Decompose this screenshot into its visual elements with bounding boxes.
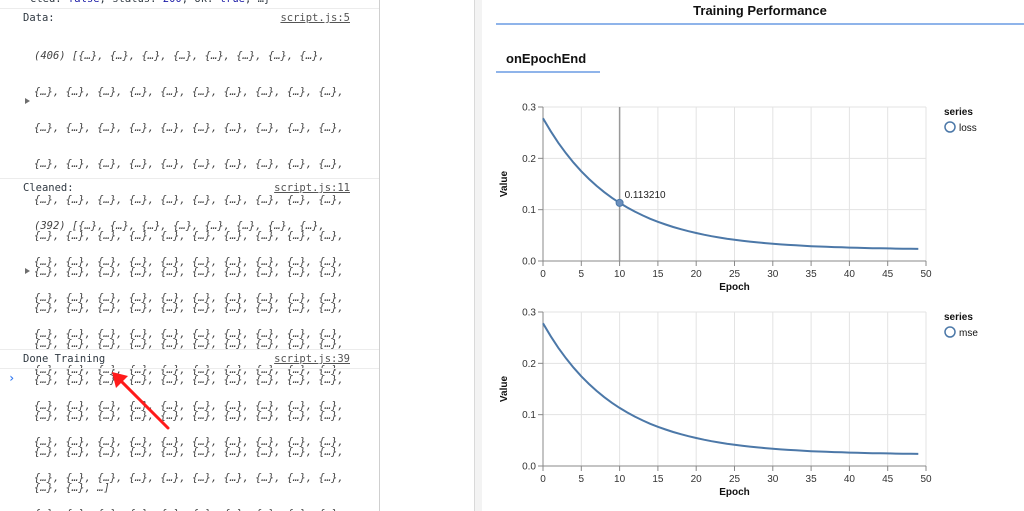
x-tick-label: 0: [540, 269, 546, 280]
console-source-link[interactable]: script.js:11: [274, 182, 350, 194]
x-tick-label: 5: [579, 269, 585, 280]
tab-onEpochEnd[interactable]: onEpochEnd: [496, 49, 600, 73]
visor-border: [474, 0, 475, 511]
x-tick-label: 20: [691, 474, 703, 485]
legend-label-loss[interactable]: loss: [959, 123, 977, 134]
series-line-mse[interactable]: [542, 322, 919, 455]
console-source-link[interactable]: script.js:39: [274, 353, 350, 365]
console-truncated-line: cted: false, status: 200, ok: true, …}: [30, 0, 270, 5]
line-chart-svg[interactable]: 0 5 10 15 20 25 30 35 40 45 50 0.0 0.1 0.2 0.3 Epoch Val…: [482, 303, 1024, 508]
x-tick-label: 25: [729, 474, 741, 485]
x-tick-label: 20: [691, 269, 703, 280]
y-tick-label: 0.0: [522, 257, 536, 268]
x-tick-label: 40: [844, 474, 856, 485]
x-tick-label: 15: [652, 269, 664, 280]
console-prompt-icon[interactable]: ›: [8, 371, 16, 385]
x-tick-label: 30: [767, 269, 779, 280]
chart-loss[interactable]: 0 5 10 15 20 25 30 35 40 45 50 0.0 0.1 0.2 0.3 Epoch Val…: [482, 98, 1024, 303]
console-message-label: Cleaned:: [23, 182, 74, 194]
console-input[interactable]: [20, 370, 375, 386]
x-tick-label: 45: [882, 269, 894, 280]
legend-label-mse[interactable]: mse: [959, 328, 978, 339]
x-tick-label: 30: [767, 474, 779, 485]
console-message-cleaned: Cleaned: script.js:11 (392) [{…}, {…}, {…: [0, 182, 379, 511]
legend-title: series: [944, 312, 973, 323]
y-tick-label: 0.3: [522, 103, 536, 114]
legend-circle-icon[interactable]: [944, 121, 956, 133]
console-array-preview[interactable]: (392) [{…}, {…}, {…}, {…}, {…}, {…}, {…}…: [34, 220, 344, 511]
x-tick-label: 40: [844, 269, 856, 280]
x-tick-label: 50: [920, 269, 932, 280]
hover-point[interactable]: [615, 198, 624, 207]
y-tick-label: 0.1: [522, 410, 536, 421]
tfjs-visor-panel: Training Performance onEpochEnd 0 5 10 15 20…: [482, 0, 1024, 511]
x-tick-label: 35: [806, 474, 818, 485]
console-message-label: Data:: [23, 12, 55, 24]
x-tick-label: 10: [614, 269, 626, 280]
console-row-divider: [0, 178, 379, 179]
x-tick-label: 25: [729, 269, 741, 280]
y-axis-title: Value: [499, 376, 510, 403]
tab-label: onEpochEnd: [506, 51, 587, 66]
visor-title: Training Performance: [693, 3, 827, 18]
console-message-data: Data: script.js:5 (406) [{…}, {…}, {…}, …: [0, 12, 379, 494]
x-tick-label: 5: [579, 474, 585, 485]
x-tick-label: 0: [540, 474, 546, 485]
hover-value-label: 0.113210: [625, 190, 666, 201]
y-axis-title: Value: [499, 171, 510, 198]
console-row-divider: [0, 368, 379, 369]
x-tick-label: 35: [806, 269, 818, 280]
y-tick-label: 0.3: [522, 308, 536, 319]
chart-mse[interactable]: 0 5 10 15 20 25 30 35 40 45 50 0.0 0.1 0.2 0.3 Epoch Val…: [482, 303, 1024, 508]
x-tick-label: 15: [652, 474, 664, 485]
console-row-divider: [0, 8, 379, 9]
legend-circle-icon[interactable]: [944, 326, 956, 338]
console-array-preview[interactable]: (406) [{…}, {…}, {…}, {…}, {…}, {…}, {…}…: [34, 50, 344, 494]
x-axis-title: Epoch: [719, 282, 750, 293]
legend-title: series: [944, 107, 973, 118]
x-axis-title: Epoch: [719, 487, 750, 498]
line-chart-svg[interactable]: 0 5 10 15 20 25 30 35 40 45 50 0.0 0.1 0.2 0.3 Epoch Val…: [482, 98, 1024, 303]
console-message-label: Done Training: [23, 353, 106, 365]
expand-triangle-icon[interactable]: [25, 268, 30, 274]
console-source-link[interactable]: script.js:5: [280, 12, 350, 24]
devtools-console: cted: false, status: 200, ok: true, …} D…: [0, 0, 380, 511]
x-tick-label: 45: [882, 474, 894, 485]
x-tick-label: 50: [920, 474, 932, 485]
y-tick-label: 0.2: [522, 359, 536, 370]
visor-resize-handle[interactable]: [475, 0, 482, 511]
y-tick-label: 0.1: [522, 205, 536, 216]
blank-area: [380, 0, 474, 511]
console-message-done: Done Training script.js:39: [0, 353, 379, 367]
series-line-loss[interactable]: [542, 117, 919, 250]
y-tick-label: 0.2: [522, 154, 536, 165]
y-tick-label: 0.0: [522, 462, 536, 473]
x-tick-label: 10: [614, 474, 626, 485]
red-annotation-arrow-icon: [112, 372, 170, 430]
visor-title-underline: [496, 23, 1024, 25]
expand-triangle-icon[interactable]: [25, 98, 30, 104]
console-row-divider: [0, 349, 379, 350]
